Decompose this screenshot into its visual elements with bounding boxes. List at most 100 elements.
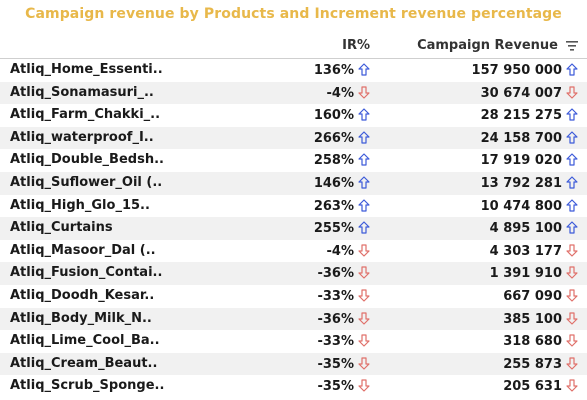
- arrow-up-icon: [566, 131, 578, 144]
- arrow-down-icon: [566, 244, 578, 257]
- arrow-down-icon: [358, 311, 370, 325]
- arrow-down-icon: [566, 266, 578, 279]
- ir-value: -33%: [317, 334, 354, 350]
- product-name: Atliq_Scrub_Sponge..: [10, 378, 165, 394]
- arrow-down-icon: [566, 85, 578, 99]
- arrow-down-icon: [566, 289, 578, 302]
- arrow-up-icon: [358, 63, 370, 76]
- campaign-revenue-value: 30 674 007: [480, 85, 562, 101]
- ir-value: -35%: [317, 356, 354, 372]
- arrow-up-icon: [566, 131, 578, 144]
- arrow-down-icon: [358, 379, 370, 392]
- arrow-up-icon: [566, 198, 578, 212]
- product-name: Atliq_Farm_Chakki_..: [10, 107, 161, 123]
- table-row[interactable]: Atliq_Body_Milk_N.. -36% 385 100: [0, 307, 587, 331]
- campaign-revenue-value: 667 090: [503, 288, 562, 304]
- table-row[interactable]: Atliq_Farm_Chakki_.. 160% 28 215 275: [0, 104, 587, 127]
- arrow-up-icon: [566, 221, 578, 234]
- ir-value: 258%: [313, 153, 354, 169]
- arrow-up-icon: [566, 176, 578, 189]
- product-name: Atliq_High_Glo_15..: [10, 197, 150, 213]
- arrow-down-icon: [358, 85, 370, 99]
- table-row[interactable]: Atliq_Doodh_Kesar.. -33% 667 090: [0, 285, 587, 308]
- product-name: Atliq_Lime_Cool_Ba..: [10, 333, 160, 349]
- ir-value: 146%: [313, 175, 354, 191]
- ir-value: 160%: [313, 108, 354, 124]
- campaign-revenue-value: 205 631: [503, 379, 562, 395]
- ir-value: 255%: [313, 221, 354, 237]
- arrow-down-icon: [566, 357, 578, 370]
- arrow-down-icon: [358, 289, 370, 302]
- arrow-up-icon: [358, 221, 370, 234]
- arrow-up-icon: [358, 153, 370, 166]
- arrow-up-icon: [566, 198, 578, 212]
- table-row[interactable]: Atliq_waterproof_I.. 266% 24 158 700: [0, 126, 587, 150]
- ir-value: -36%: [317, 311, 354, 327]
- arrow-up-icon: [358, 221, 370, 234]
- table-row[interactable]: Atliq_Suflower_Oil (.. 146% 13 792 281: [0, 171, 587, 195]
- column-header-ir[interactable]: IR%: [342, 38, 370, 53]
- table-row[interactable]: Atliq_Masoor_Dal (.. -4% 4 303 177: [0, 240, 587, 263]
- product-name: Atliq_Curtains: [10, 220, 113, 236]
- table-row[interactable]: Atliq_Double_Bedsh.. 258% 17 919 020: [0, 149, 587, 172]
- table-row[interactable]: Atliq_Scrub_Sponge.. -35% 205 631: [0, 375, 587, 398]
- arrow-down-icon: [566, 311, 578, 325]
- campaign-revenue-value: 13 792 281: [480, 175, 562, 191]
- arrow-down-icon: [566, 289, 578, 302]
- product-name: Atliq_Cream_Beaut..: [10, 355, 158, 371]
- campaign-revenue-value: 10 474 800: [480, 198, 562, 214]
- ir-value: -36%: [317, 266, 354, 282]
- arrow-up-icon: [358, 176, 370, 189]
- arrow-up-icon: [358, 131, 370, 144]
- arrow-up-icon: [566, 63, 578, 76]
- campaign-revenue-value: 157 950 000: [471, 63, 562, 78]
- arrow-down-icon: [358, 266, 370, 279]
- product-name: Atliq_Double_Bedsh..: [10, 152, 164, 168]
- arrow-down-icon: [566, 244, 578, 257]
- arrow-up-icon: [566, 108, 578, 121]
- arrow-up-icon: [566, 153, 578, 166]
- arrow-down-icon: [358, 289, 370, 302]
- table-body: Atliq_Home_Essenti.. 136% 157 950 000 Atliq…: [0, 59, 587, 398]
- table-row[interactable]: Atliq_Curtains 255% 4 895 100: [0, 217, 587, 240]
- table-row[interactable]: Atliq_Sonamasuri_.. -4% 30 674 007: [0, 81, 587, 105]
- arrow-up-icon: [566, 108, 578, 121]
- arrow-down-icon: [358, 311, 370, 325]
- arrow-down-icon: [566, 379, 578, 392]
- table-row[interactable]: Atliq_Home_Essenti.. 136% 157 950 000: [0, 59, 587, 82]
- ir-value: 136%: [313, 63, 354, 78]
- product-name: Atliq_Sonamasuri_..: [10, 84, 154, 100]
- ir-value: -4%: [326, 243, 354, 259]
- arrow-down-icon: [358, 379, 370, 392]
- arrow-up-icon: [358, 108, 370, 121]
- campaign-revenue-value: 28 215 275: [480, 108, 562, 124]
- arrow-down-icon: [358, 357, 370, 370]
- product-name: Atliq_Fusion_Contai..: [10, 265, 163, 281]
- arrow-up-icon: [566, 221, 578, 234]
- arrow-down-icon: [566, 379, 578, 392]
- sort-descending-icon[interactable]: [566, 41, 578, 51]
- table-row[interactable]: Atliq_High_Glo_15.. 263% 10 474 800: [0, 195, 587, 218]
- products-table: IR% Campaign Revenue Atliq_Home_Essenti.…: [0, 34, 587, 398]
- arrow-up-icon: [358, 198, 370, 212]
- campaign-revenue-value: 255 873: [503, 356, 562, 372]
- visual-title: Campaign revenue by Products and Increme…: [25, 6, 562, 22]
- product-name: Atliq_Suflower_Oil (..: [10, 174, 163, 190]
- arrow-down-icon: [358, 334, 370, 347]
- arrow-down-icon: [566, 334, 578, 347]
- arrow-up-icon: [358, 131, 370, 144]
- table-row[interactable]: Atliq_Fusion_Contai.. -36% 1 391 910: [0, 262, 587, 285]
- arrow-down-icon: [566, 334, 578, 347]
- arrow-up-icon: [566, 176, 578, 189]
- arrow-down-icon: [358, 357, 370, 370]
- table-row[interactable]: Atliq_Cream_Beaut.. -35% 255 873: [0, 352, 587, 376]
- arrow-up-icon: [358, 108, 370, 121]
- column-header-campaign-revenue[interactable]: Campaign Revenue: [417, 38, 558, 53]
- arrow-down-icon: [566, 311, 578, 325]
- table-row[interactable]: Atliq_Lime_Cool_Ba.. -33% 318 680: [0, 330, 587, 353]
- ir-value: -33%: [317, 288, 354, 304]
- campaign-revenue-value: 17 919 020: [480, 153, 562, 169]
- product-name: Atliq_Home_Essenti..: [10, 62, 163, 77]
- arrow-up-icon: [358, 63, 370, 76]
- campaign-revenue-value: 24 158 700: [480, 130, 562, 146]
